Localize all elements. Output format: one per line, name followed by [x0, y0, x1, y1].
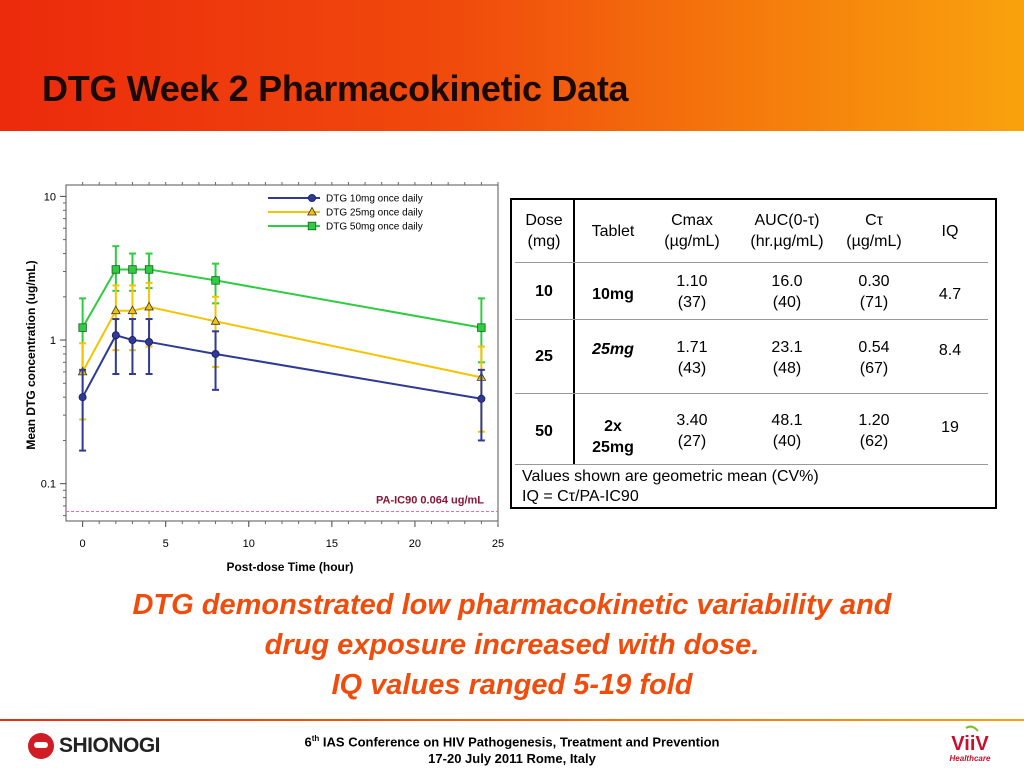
header-dose: Dose (mg)	[525, 212, 563, 250]
reference-group: PA-IC90 0.064 ug/mL	[66, 495, 498, 513]
table-divider	[515, 319, 988, 320]
row-10-cmax: 1.10 (37)	[676, 273, 708, 311]
table-notes: Values shown are geometric mean (CV%) IQ…	[522, 467, 819, 507]
legend-label: DTG 10mg once daily	[326, 194, 423, 205]
conference-info: 6th IAS Conference on HIV Pathogenesis, …	[0, 730, 1024, 767]
x-axis: 0 5 10 15 20 25	[80, 182, 504, 550]
series-0	[78, 318, 486, 452]
viiv-subtitle: Healthcare	[950, 754, 991, 763]
data-point	[145, 337, 154, 346]
pk-table: Dose (mg) Tablet Cmax (µg/mL) AUC(0-τ) (hr.…	[510, 198, 997, 509]
table-divider-vertical	[573, 200, 575, 464]
legend-label: DTG 50mg once daily	[326, 222, 423, 233]
row-25-auc: 23.1 (48)	[771, 339, 803, 377]
data-point	[477, 394, 486, 403]
series-line	[81, 268, 482, 329]
table-note: IQ = Cτ/PA-IC90	[522, 488, 639, 505]
legend-marker	[307, 206, 317, 216]
shionogi-wordmark: SHIONOGI	[59, 734, 161, 757]
data-point	[211, 276, 220, 285]
data-point	[128, 265, 137, 274]
table-divider	[515, 464, 988, 465]
viiv-logo: ViiV Healthcare	[950, 725, 991, 763]
row-25-dose: 25	[535, 348, 553, 365]
row-50-tablet: 2x 25mg	[592, 418, 634, 456]
data-point	[110, 305, 121, 315]
header-tablet: Tablet	[591, 223, 635, 240]
row-50-cmax: 3.40 (27)	[676, 412, 708, 450]
viiv-swoosh-icon	[965, 725, 979, 732]
data-point	[477, 323, 486, 332]
header-iq: IQ	[941, 223, 959, 240]
data-point	[111, 331, 120, 340]
row-10-dose: 10	[535, 283, 553, 300]
legend-label: DTG 25mg once daily	[326, 208, 423, 219]
row-10-tablet: 10mg	[592, 286, 634, 303]
legend-marker	[307, 221, 317, 231]
x-tick-label: 10	[243, 538, 255, 550]
conclusion-text: DTG demonstrated low pharmacokinetic var…	[0, 585, 1024, 705]
x-axis-label: Post-dose Time (hour)	[226, 560, 353, 574]
conference-line-2: 17-20 July 2011 Rome, Italy	[428, 751, 596, 767]
y-tick-label: 10	[44, 191, 56, 203]
conference-line-1: 6th IAS Conference on HIV Pathogenesis, …	[304, 734, 720, 750]
slide-title: DTG Week 2 Pharmacokinetic Data	[42, 68, 629, 109]
data-point	[78, 323, 87, 332]
shionogi-mark-icon	[28, 733, 54, 759]
row-25-ctau: 0.54 (67)	[858, 339, 890, 377]
data-point	[144, 265, 154, 274]
data-point	[127, 305, 138, 315]
series-line	[81, 334, 482, 400]
row-10-ctau: 0.30 (71)	[858, 273, 890, 311]
header-ctau: Cτ (µg/mL)	[846, 212, 902, 250]
row-10-auc: 16.0 (40)	[771, 273, 803, 311]
row-10-iq: 4.7	[938, 286, 962, 303]
x-tick-label: 25	[492, 538, 504, 550]
plot-frame	[65, 184, 499, 522]
data-point	[78, 393, 87, 402]
y-tick-label: 1	[50, 335, 56, 347]
series-1	[77, 281, 487, 433]
row-50-iq: 19	[941, 419, 959, 436]
x-tick-label: 0	[80, 538, 86, 550]
series-group	[77, 245, 487, 452]
conclusion-line: DTG demonstrated low pharmacokinetic var…	[132, 589, 892, 621]
legend: DTG 10mg once daily DTG 25mg once daily DT…	[268, 194, 423, 233]
reference-label: PA-IC90 0.064 ug/mL	[376, 495, 484, 507]
conclusion-line: drug exposure increased with dose.	[264, 629, 760, 661]
footer-divider	[0, 719, 1024, 721]
data-point	[111, 265, 121, 274]
header-cmax: Cmax (µg/mL)	[664, 212, 720, 250]
table-divider	[515, 393, 988, 394]
conclusion-line: IQ values ranged 5-19 fold	[331, 669, 693, 701]
row-50-auc: 48.1 (40)	[771, 412, 803, 450]
x-tick-label: 20	[409, 538, 421, 550]
y-axis: 10 1 0.1	[41, 191, 66, 517]
data-point	[210, 315, 221, 325]
x-tick-label: 5	[163, 538, 169, 550]
data-point	[128, 336, 137, 345]
pk-chart: PA-IC90 0.064 ug/mL 10 1 0.1 0 5 10 15 20 25 DT…	[24, 182, 504, 574]
row-25-iq: 8.4	[938, 342, 962, 359]
title-bar: DTG Week 2 Pharmacokinetic Data	[0, 0, 1024, 131]
row-50-ctau: 1.20 (62)	[858, 412, 890, 450]
viiv-wordmark: ViiV	[951, 733, 989, 755]
shionogi-logo: SHIONOGI	[28, 733, 161, 759]
legend-marker	[307, 193, 316, 202]
y-axis-label: Mean DTG concentration (ug/mL)	[24, 260, 38, 449]
data-point	[144, 301, 154, 311]
series-line	[81, 305, 482, 379]
table-note: Values shown are geometric mean (CV%)	[522, 468, 819, 485]
table-divider	[515, 262, 988, 263]
row-25-tablet: 25mg	[592, 341, 634, 358]
data-point	[211, 349, 220, 358]
row-25-cmax: 1.71 (43)	[676, 339, 708, 377]
x-tick-label: 15	[326, 538, 338, 550]
row-50-dose: 50	[535, 423, 553, 440]
y-tick-label: 0.1	[41, 479, 56, 491]
header-auc: AUC(0-τ) (hr.µg/mL)	[750, 212, 824, 250]
